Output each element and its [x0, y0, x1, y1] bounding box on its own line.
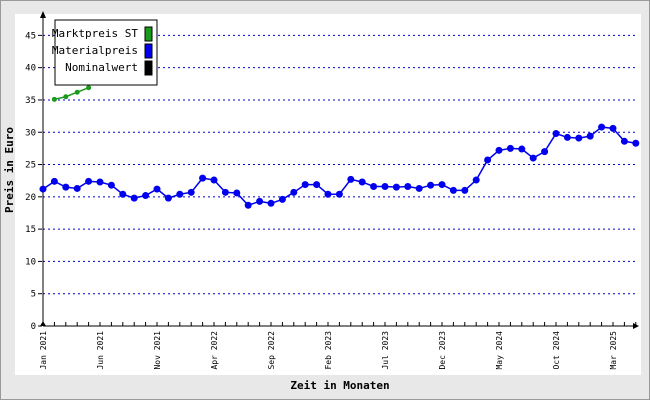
legend-label: Nominalwert	[65, 61, 138, 74]
point	[142, 192, 150, 200]
legend-box	[54, 19, 158, 86]
point	[62, 183, 70, 191]
point	[290, 188, 298, 196]
point	[130, 194, 138, 202]
point	[358, 178, 366, 186]
legend-swatch	[144, 60, 153, 76]
point	[107, 181, 115, 189]
x-axis-title: Zeit in Monaten	[290, 379, 389, 392]
point	[313, 181, 321, 189]
legend-label: Materialpreis	[52, 44, 138, 57]
point	[449, 186, 457, 194]
point	[609, 124, 617, 132]
point	[176, 190, 184, 198]
y-tick-label: 5	[31, 290, 36, 300]
point	[392, 183, 400, 191]
point	[620, 137, 628, 145]
point	[199, 174, 207, 182]
x-tick-label: Nov 2021	[153, 331, 162, 370]
point	[324, 190, 332, 198]
point	[598, 123, 606, 131]
y-tick-label: 30	[25, 128, 36, 138]
point	[563, 133, 571, 141]
point	[267, 199, 275, 207]
legend-swatch	[144, 26, 153, 42]
x-tick-label: Jan 2021	[39, 331, 48, 370]
y-tick-label: 15	[25, 225, 36, 235]
legend-label: Marktpreis ST	[52, 27, 138, 40]
point	[86, 85, 92, 91]
point	[164, 194, 172, 202]
point	[51, 96, 57, 102]
x-tick-label: May 2024	[495, 331, 504, 370]
point	[187, 188, 195, 196]
x-tick-label: Mar 2025	[609, 331, 618, 370]
y-axis-title: Preis in Euro	[3, 127, 16, 213]
point	[370, 183, 378, 190]
x-tick-label: Dec 2023	[438, 331, 447, 370]
x-tick-label: Jul 2023	[381, 331, 390, 370]
point	[518, 145, 526, 153]
x-tick-label: Feb 2023	[324, 331, 333, 370]
point	[472, 176, 480, 184]
x-tick-label: Jun 2021	[96, 331, 105, 370]
point	[347, 175, 355, 183]
point	[335, 190, 343, 198]
point	[73, 184, 81, 192]
point	[39, 185, 47, 193]
point	[96, 178, 104, 186]
x-tick-label: Apr 2022	[210, 331, 219, 370]
point	[506, 144, 514, 152]
y-tick-label: 0	[31, 322, 36, 332]
y-tick-label: 40	[25, 64, 36, 74]
point	[529, 154, 537, 162]
y-tick-label: 25	[25, 161, 36, 171]
point	[438, 181, 446, 189]
series-line	[54, 86, 89, 101]
point	[495, 146, 503, 154]
point	[153, 185, 161, 193]
point	[119, 190, 127, 198]
point	[484, 156, 492, 164]
y-tick-label: 10	[25, 257, 36, 267]
point	[575, 134, 583, 142]
point	[381, 183, 389, 190]
point	[63, 94, 69, 100]
point	[301, 181, 309, 189]
point	[221, 188, 229, 196]
point	[278, 195, 286, 203]
point	[85, 177, 93, 185]
point	[210, 176, 218, 184]
y-tick-label: 35	[25, 96, 36, 106]
point	[427, 181, 435, 189]
y-tick-label: 20	[25, 193, 36, 203]
point	[415, 184, 423, 192]
y-tick-label: 45	[25, 31, 36, 41]
point	[244, 201, 252, 209]
point	[74, 89, 80, 95]
point	[50, 177, 58, 185]
point	[233, 189, 241, 197]
point	[461, 186, 469, 194]
point	[404, 183, 412, 190]
x-tick-label: Oct 2024	[552, 331, 561, 370]
point	[632, 139, 640, 147]
x-tick-label: Sep 2022	[267, 331, 276, 370]
point	[541, 148, 549, 156]
point	[586, 132, 594, 140]
legend-swatch	[144, 43, 153, 59]
point	[552, 130, 560, 138]
axis-arrow	[40, 11, 46, 18]
point	[256, 197, 264, 205]
